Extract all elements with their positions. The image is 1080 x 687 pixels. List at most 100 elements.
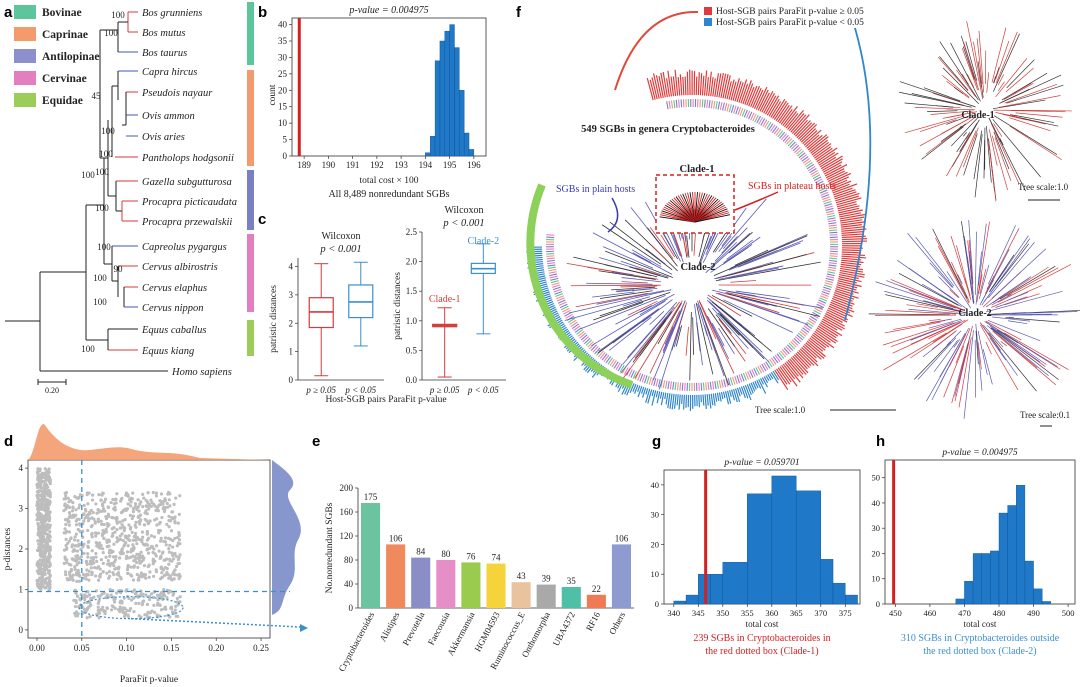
scatter-point (73, 565, 77, 569)
scatter-point (174, 604, 178, 609)
outer-bar (839, 216, 865, 222)
clade-2-subtree-branch (1001, 312, 1026, 314)
outer-bar (686, 71, 689, 96)
scatter-point (159, 502, 163, 507)
clade-1-subtree-branch (942, 113, 967, 119)
scatter-point (90, 573, 94, 577)
scatter-point (47, 560, 51, 564)
host-ring-tick (793, 337, 801, 345)
clade-1-subtree-branch (963, 132, 967, 137)
tree-branch (580, 295, 666, 330)
scatter-point (126, 544, 130, 548)
tree-branch (735, 290, 790, 299)
host-ring-tick (617, 363, 623, 372)
scatter-point (147, 536, 151, 540)
host-ring-tick (734, 376, 738, 384)
scatter-point (118, 520, 122, 524)
taxon-label: Bos taurus (142, 48, 187, 59)
hist-bar (990, 550, 1000, 605)
host-ring-tick (748, 111, 753, 120)
clade-2-subtree-branch (989, 337, 1007, 361)
host-ring-tick (556, 297, 565, 302)
host-ring-tick (781, 349, 788, 356)
host-ring-tick (790, 143, 798, 150)
clade-bar (247, 320, 254, 356)
tree-branch (715, 253, 807, 280)
host-ring-tick (828, 224, 837, 227)
outer-bar (818, 152, 839, 166)
clade-1-subtree-branch (950, 117, 979, 147)
clade-1-subtree-branch (946, 108, 975, 111)
scatter-point (75, 549, 80, 553)
chart-subtitle: All 8,489 nonredundant SGBs (328, 189, 449, 200)
scatter-point (64, 494, 68, 498)
outer-bar (637, 386, 643, 398)
tree-branch (718, 235, 732, 253)
scatter-point (126, 565, 130, 569)
scatter-point (167, 576, 171, 580)
scatter-point (109, 593, 113, 597)
bootstrap-value: 100 (95, 167, 109, 177)
scatter-point (100, 509, 104, 513)
clade-2-subtree-branch (1005, 317, 1060, 323)
outer-bar (698, 394, 701, 408)
scatter-point (173, 551, 177, 556)
outer-bar (835, 288, 854, 295)
scatter-point (129, 598, 134, 602)
outer-bar (823, 316, 845, 330)
outer-bar (714, 73, 720, 97)
clade-1-subtree-branch (1004, 83, 1034, 100)
outer-bar (839, 212, 862, 218)
host-ring-tick (795, 148, 803, 155)
host-ring-tick (802, 327, 810, 333)
host-ring-tick (708, 100, 711, 109)
host-ring-tick (556, 295, 564, 300)
scatter-point (37, 530, 41, 535)
scatter-point (67, 530, 72, 534)
host-ring-tick (823, 286, 832, 291)
outer-bar (775, 102, 789, 122)
scatter-point (45, 532, 49, 536)
outer-bar (672, 76, 677, 96)
y-tick-label: 200 (340, 483, 354, 493)
scatter-point (118, 556, 122, 560)
host-ring-tick (601, 353, 608, 361)
scatter-point (108, 548, 112, 552)
hist-bar (463, 132, 470, 157)
host-ring-tick (744, 372, 750, 380)
scatter-point (133, 555, 137, 559)
scatter-point (92, 517, 96, 521)
outer-bar (772, 370, 780, 381)
clade-2-subtree-branch (982, 349, 993, 385)
bar (586, 594, 606, 608)
host-ring-tick (562, 307, 570, 313)
outer-bar (708, 393, 712, 409)
host-ring-tick (558, 301, 567, 306)
scatter-point (105, 571, 109, 575)
tree-branch (711, 301, 761, 343)
host-ring-tick (546, 259, 555, 262)
scatter-point (171, 545, 175, 549)
scatter-point (115, 492, 119, 496)
scatter-point (87, 578, 91, 582)
scatter-point (46, 507, 50, 511)
clade-1-subtree-branch (899, 91, 972, 108)
host-ring-tick (794, 146, 801, 153)
panel-label-f: f (516, 4, 522, 21)
clade-2-subtree-branch (884, 321, 941, 334)
outer-bar (701, 75, 705, 96)
host-ring-tick (787, 139, 795, 147)
bar (536, 584, 556, 608)
tree-branch (718, 327, 735, 355)
host-ring-tick (623, 367, 629, 375)
note-line-2: the red dotted box (Clade-1) (705, 646, 818, 657)
host-ring-tick (667, 381, 670, 390)
host-ring-tick (632, 371, 637, 379)
tree-branch (722, 198, 767, 250)
host-ring-tick (751, 369, 756, 377)
clade-2-subtree-branch (929, 318, 952, 324)
host-ring-tick (743, 109, 748, 118)
scatter-point (64, 572, 68, 577)
host-ring-tick (799, 330, 807, 337)
outer-bar (761, 377, 768, 388)
